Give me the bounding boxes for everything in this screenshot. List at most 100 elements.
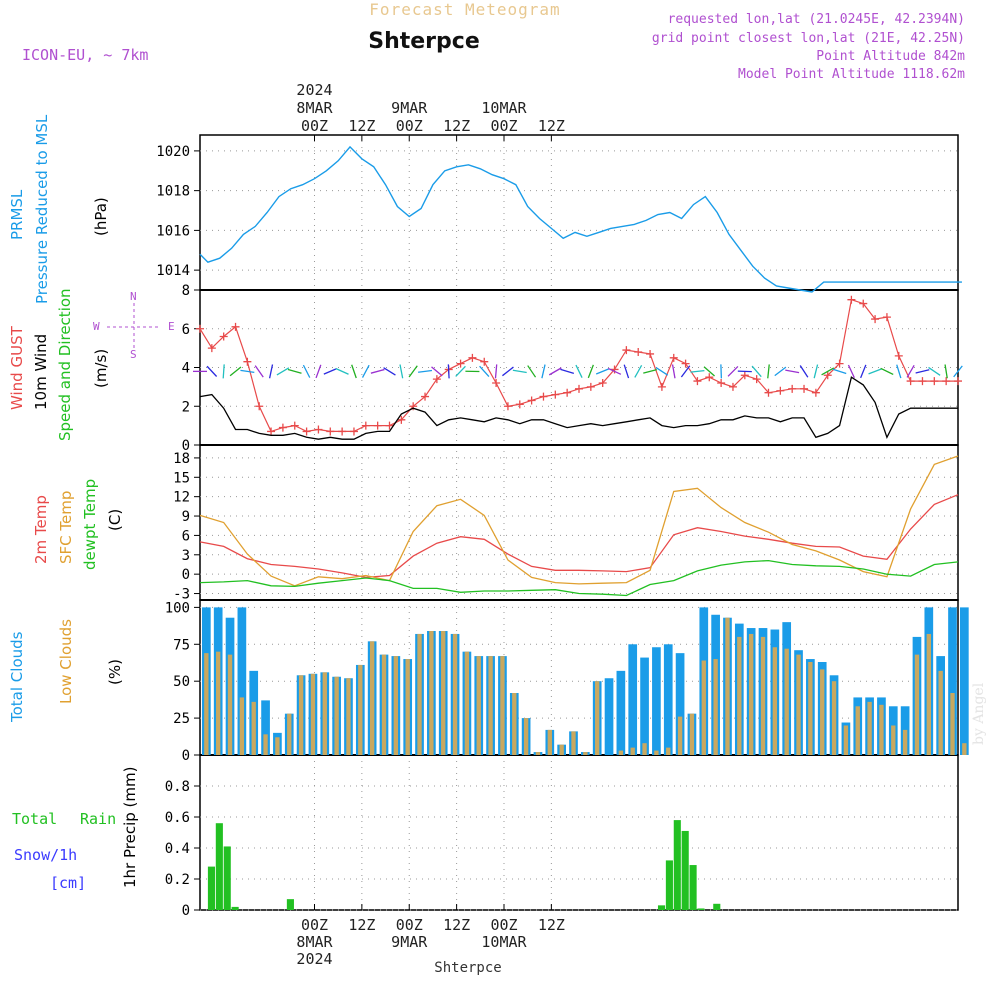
wind-direction-arrow <box>254 365 264 378</box>
wind-direction-arrow <box>785 369 800 374</box>
gust-marker <box>740 371 749 380</box>
gust-marker <box>894 351 903 360</box>
temp-sfc-label: SFC Temp <box>57 491 75 564</box>
ytick-label-wind: 8 <box>182 283 190 299</box>
ytick-label-precip: 0 <box>182 903 190 919</box>
precip-bar <box>665 860 673 910</box>
model-label: ICON-EU, ~ 7km <box>22 46 148 64</box>
total-cloud-bar <box>616 670 626 755</box>
top-time-label: 9MAR <box>391 99 428 117</box>
wind-direction-arrow <box>607 367 622 375</box>
gust-marker <box>800 384 809 393</box>
low-cloud-bar <box>559 744 564 755</box>
gust-marker <box>338 427 347 436</box>
gust-marker <box>847 295 856 304</box>
wind-10m-line <box>199 376 958 440</box>
gust-marker <box>432 375 441 384</box>
low-cloud-bar <box>677 716 683 755</box>
top-time-label: 00Z <box>301 117 328 135</box>
total-cloud-bar <box>628 644 638 755</box>
ytick-label-temperature: 18 <box>173 451 190 467</box>
wind-direction-arrow <box>335 367 349 375</box>
low-cloud-bar <box>512 693 517 755</box>
low-cloud-bar <box>239 697 245 755</box>
gust-marker <box>302 427 311 436</box>
low-cloud-bar <box>476 656 481 755</box>
low-cloud-bar <box>405 659 410 755</box>
low-cloud-bar <box>204 653 209 755</box>
ytick-label-wind: 4 <box>182 361 190 377</box>
low-cloud-bar <box>429 631 434 755</box>
gust-marker <box>563 388 572 397</box>
wind-direction-arrow <box>906 364 915 378</box>
top-time-label: 00Z <box>490 117 517 135</box>
precip-bar <box>215 823 223 910</box>
wind-ylabel: (m/s) <box>92 349 110 388</box>
ytick-label-precip: 0.6 <box>165 810 190 826</box>
precip-bar <box>681 830 689 910</box>
low-cloud-bar <box>784 648 789 755</box>
gust-marker <box>693 377 702 386</box>
bottom-time-label: 00Z <box>301 916 328 934</box>
wind-direction-arrow <box>671 364 676 379</box>
gust-marker <box>373 421 382 430</box>
wind-direction-arrow <box>351 364 357 379</box>
ytick-label-temperature: 9 <box>182 509 190 525</box>
gust-marker <box>290 421 299 430</box>
clouds-low-label: Low Clouds <box>57 619 75 704</box>
wind-direction-arrow <box>575 364 583 378</box>
gust-marker <box>942 377 951 386</box>
gust-marker <box>207 344 216 353</box>
low-cloud-bar <box>393 656 399 755</box>
temp-dewpt-label: dewpt Temp <box>81 479 99 570</box>
bottom-time-label: 2024 <box>296 950 332 968</box>
gust-marker <box>468 353 477 362</box>
gust-marker <box>906 377 915 386</box>
ytick-label-precip: 0.4 <box>165 841 190 857</box>
wind-direction-arrow <box>928 366 941 376</box>
gust-marker <box>267 427 276 436</box>
gust-marker <box>752 375 761 384</box>
wind-direction-arrow <box>634 364 643 378</box>
low-cloud-bar <box>748 633 754 755</box>
ytick-label-clouds: 25 <box>173 711 190 727</box>
gust-marker <box>823 371 832 380</box>
requested-coords: requested lon,lat (21.0245E, 42.2394N) <box>668 12 965 27</box>
gust-marker <box>811 388 820 397</box>
precip-bar <box>697 908 705 910</box>
top-time-label: 2024 <box>296 81 332 99</box>
precip-ylabel: 1hr Precip (mm) <box>121 767 139 888</box>
wind-direction-arrow <box>431 366 443 377</box>
bottom-time-label: 12Z <box>443 916 470 934</box>
gust-marker <box>551 390 560 399</box>
wind-direction-arrow <box>541 364 546 379</box>
gust-marker <box>776 386 785 395</box>
compass-south-label: S <box>130 348 137 361</box>
gust-marker <box>515 400 524 409</box>
pressure-label-desc: Pressure Reduced to MSL <box>33 114 51 304</box>
low-cloud-bar <box>310 673 316 755</box>
low-cloud-bar <box>298 675 304 755</box>
low-cloud-bar <box>452 633 458 755</box>
gust-marker <box>278 423 287 432</box>
bottom-time-label: 12Z <box>538 916 565 934</box>
gust-marker <box>421 392 430 401</box>
wind-direction-arrow <box>502 366 514 377</box>
low-cloud-bar <box>926 633 931 755</box>
precip-bar <box>207 866 216 910</box>
gust-marker <box>243 357 252 366</box>
wind-direction-arrow <box>548 367 562 376</box>
wind-direction-arrow <box>880 367 894 376</box>
top-time-label: 00Z <box>396 117 423 135</box>
low-cloud-bar <box>796 654 801 755</box>
ytick-label-pressure: 1016 <box>156 223 190 239</box>
total-cloud-bar <box>948 607 957 755</box>
wind-direction-arrow <box>229 366 242 377</box>
gust-marker <box>918 377 927 386</box>
wind-direction-arrow <box>727 365 739 377</box>
low-cloud-bar <box>216 651 221 755</box>
gust-marker <box>385 421 394 430</box>
gust-marker <box>349 427 358 436</box>
chart-top-title: Forecast Meteogram <box>369 0 560 19</box>
ytick-label-temperature: 0 <box>182 567 190 583</box>
